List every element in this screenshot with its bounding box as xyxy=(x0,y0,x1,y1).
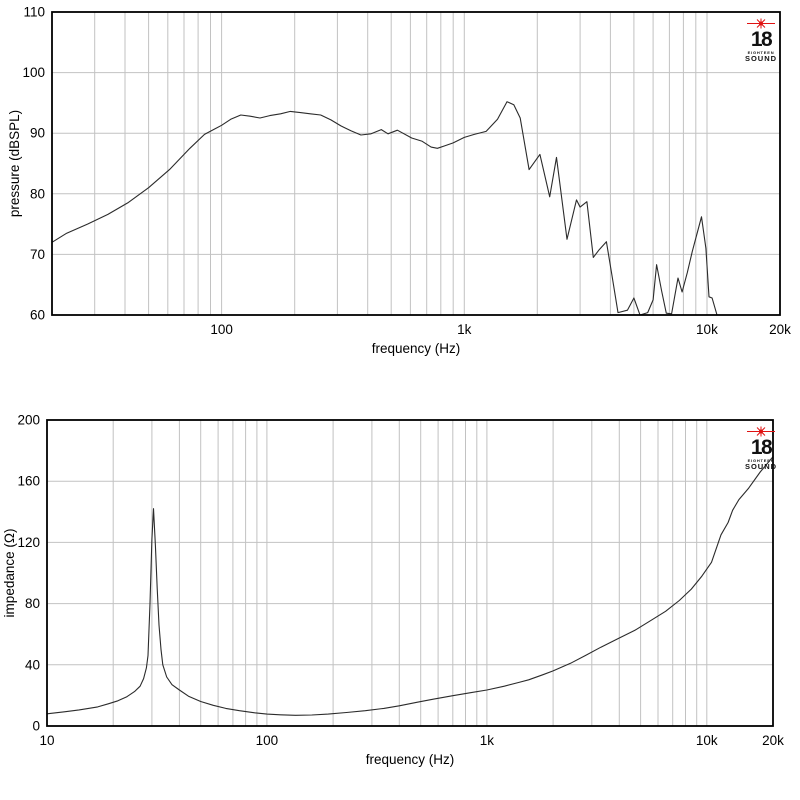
y-axis-label: impedance (Ω) xyxy=(2,529,17,618)
y-tick-label: 90 xyxy=(30,126,45,141)
x-tick-label: 10 xyxy=(39,733,54,748)
eighteen-sound-logo: 18 EIGHTEEN SOUND xyxy=(744,426,778,471)
y-tick-label: 80 xyxy=(30,186,45,201)
impedance-curve-chart: 0 40 80 120 160 200 10 100 1k 10k 20k frequency (Hz… xyxy=(2,413,784,768)
x-tick-label: 100 xyxy=(256,733,279,748)
logo-number: 18 xyxy=(750,436,773,459)
x-tick-label: 10k xyxy=(696,322,718,337)
eighteen-sound-logo: 18 EIGHTEEN SOUND xyxy=(744,18,778,63)
y-tick-label: 0 xyxy=(32,719,40,734)
logo-star-icon xyxy=(747,426,775,437)
impedance-curve xyxy=(46,456,774,716)
logo-number: 18 xyxy=(750,28,773,51)
y-tick-label: 60 xyxy=(30,308,45,323)
y-tick-label: 40 xyxy=(25,657,40,672)
spl-response-chart: 60 70 80 90 100 110 100 1k 10k 20k frequency (Hz) p… xyxy=(7,5,791,357)
logo-brand-line: EIGHTEEN xyxy=(747,50,775,55)
x-tick-label: 20k xyxy=(769,322,791,337)
plot-frame xyxy=(51,11,781,316)
y-tick-label: 70 xyxy=(30,247,45,262)
x-axis-label: frequency (Hz) xyxy=(372,341,461,356)
x-tick-label: 1k xyxy=(480,733,495,748)
logo-sound-label: SOUND xyxy=(744,462,778,472)
logo-star-icon xyxy=(747,18,775,29)
y-axis-label: pressure (dBSPL) xyxy=(7,110,22,217)
pressure-curve xyxy=(51,101,718,316)
y-tick-label: 160 xyxy=(17,474,40,489)
y-tick-label: 200 xyxy=(17,413,40,428)
y-tick-label: 100 xyxy=(22,65,45,80)
x-axis-label: frequency (Hz) xyxy=(366,752,455,767)
plot-frame xyxy=(46,419,774,727)
y-tick-label: 110 xyxy=(23,5,45,20)
logo-brand-line: EIGHTEEN xyxy=(747,458,775,463)
x-tick-label: 1k xyxy=(457,322,472,337)
x-tick-label: 100 xyxy=(210,322,233,337)
x-tick-label: 10k xyxy=(696,733,718,748)
logo-sound-label: SOUND xyxy=(744,54,778,64)
y-tick-label: 80 xyxy=(25,596,40,611)
x-tick-label: 20k xyxy=(762,733,784,748)
y-tick-label: 120 xyxy=(17,535,40,550)
